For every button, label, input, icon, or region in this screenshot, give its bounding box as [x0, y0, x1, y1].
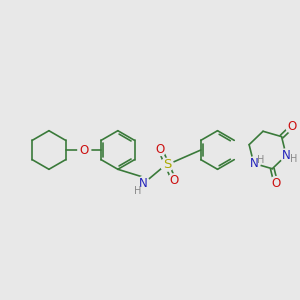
- Circle shape: [154, 142, 166, 155]
- Circle shape: [137, 177, 149, 190]
- Text: H: H: [257, 155, 265, 165]
- Circle shape: [247, 157, 260, 170]
- Text: O: O: [287, 120, 297, 133]
- Text: O: O: [80, 143, 89, 157]
- Circle shape: [78, 144, 91, 156]
- Text: S: S: [163, 158, 171, 171]
- Circle shape: [280, 149, 292, 162]
- Text: H: H: [134, 186, 141, 196]
- Text: N: N: [249, 157, 258, 170]
- Circle shape: [286, 120, 298, 133]
- Circle shape: [269, 177, 282, 189]
- Text: O: O: [155, 142, 165, 156]
- Text: O: O: [271, 176, 280, 190]
- Circle shape: [167, 174, 180, 187]
- Text: H: H: [290, 154, 297, 164]
- Text: N: N: [139, 177, 148, 190]
- Text: N: N: [282, 149, 291, 162]
- Text: O: O: [169, 174, 178, 187]
- Circle shape: [160, 158, 173, 171]
